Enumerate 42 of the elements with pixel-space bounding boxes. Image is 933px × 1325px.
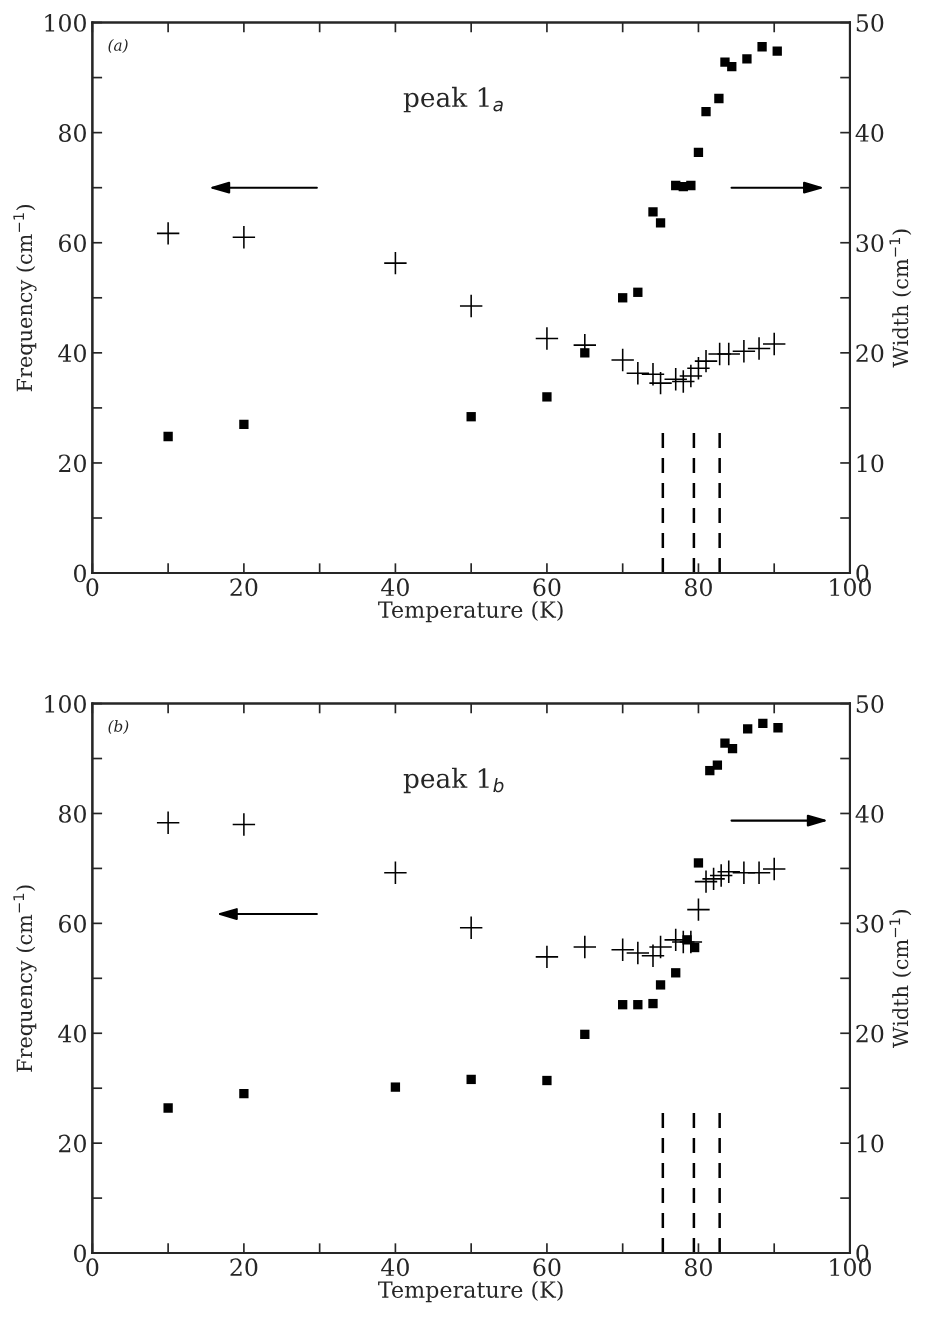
y2-tick-label: 50 xyxy=(856,13,884,32)
x-tick-label: 0 xyxy=(86,1258,99,1277)
y-tick-label: 80 xyxy=(59,804,86,823)
x-tick-label: 80 xyxy=(685,1258,712,1277)
y-tick-label: 40 xyxy=(58,1024,86,1043)
y2-tick-label: 20 xyxy=(856,344,884,363)
x-tick-label: 20 xyxy=(230,578,258,597)
annotation: peak 1$_{b}$ xyxy=(403,767,504,794)
x-tick-label: 40 xyxy=(381,1258,409,1277)
y2-tick-label: 30 xyxy=(856,234,884,253)
x-tick-label: 0 xyxy=(86,578,99,597)
y2-tick-label: 40 xyxy=(855,124,884,142)
y-tick-label: 100 xyxy=(45,13,86,32)
y-tick-label: 20 xyxy=(59,454,86,473)
x-tick-label: 80 xyxy=(685,578,712,597)
y-axis-title: Frequency (cm$^{−1}$) xyxy=(13,204,37,392)
y-tick-label: 0 xyxy=(74,1244,86,1263)
x-tick-label: 40 xyxy=(381,578,409,597)
annotation: (a) xyxy=(108,39,128,54)
x-tick-label: 60 xyxy=(533,1258,561,1277)
y2-tick-label: 40 xyxy=(855,804,884,823)
y2-tick-label: 50 xyxy=(856,695,884,713)
y-tick-label: 40 xyxy=(58,344,86,363)
y2-tick-label: 10 xyxy=(857,1134,884,1153)
y-tick-label: 80 xyxy=(59,124,86,142)
x-axis-title: Temperature (K) xyxy=(378,600,563,623)
annotation: peak 1$_{a}$ xyxy=(403,86,503,113)
y2-axis-title: Width (cm$^{−1}$) xyxy=(889,910,912,1049)
x-axis-title: Temperature (K) xyxy=(378,1280,563,1303)
annotation: (b) xyxy=(108,720,129,735)
y-tick-label: 100 xyxy=(45,695,86,713)
x-tick-label: 60 xyxy=(533,578,561,597)
y2-axis-title: Width (cm$^{−1}$) xyxy=(889,229,912,368)
y-tick-label: 60 xyxy=(59,914,86,933)
y-axis-title: Frequency (cm$^{−1}$) xyxy=(13,885,37,1072)
y2-tick-label: 10 xyxy=(857,454,884,473)
y-tick-label: 60 xyxy=(59,234,86,253)
y-tick-label: 20 xyxy=(59,1134,86,1153)
y2-tick-label: 30 xyxy=(856,914,884,933)
y2-tick-label: 20 xyxy=(856,1024,884,1043)
x-tick-label: 20 xyxy=(230,1258,258,1277)
y-tick-label: 0 xyxy=(74,564,86,583)
